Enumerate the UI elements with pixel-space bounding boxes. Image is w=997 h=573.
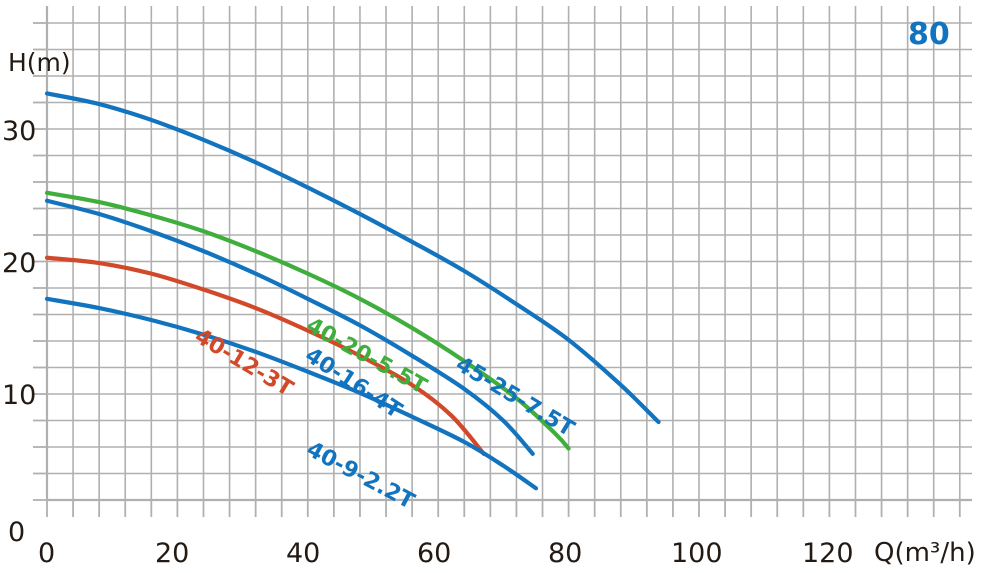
y-tick-label-30: 30 <box>2 116 37 147</box>
curve-40-9-2.2T <box>44 296 539 491</box>
x-tick-label-60: 60 <box>417 538 452 569</box>
x-tick-label-120: 120 <box>802 538 854 569</box>
corner-annotation: 80 <box>908 17 950 52</box>
curve-40-20-5.5T <box>44 190 571 451</box>
y-tick-label-0: 0 <box>8 517 26 548</box>
x-tick-label-40: 40 <box>286 538 321 569</box>
curve-40-16-4T <box>44 198 535 456</box>
x-tick-label-0: 0 <box>38 538 56 569</box>
tick-marks <box>33 22 961 517</box>
y-tick-label-10: 10 <box>2 380 37 411</box>
curve-40-12-3T <box>44 255 486 456</box>
axis-lines <box>45 6 972 502</box>
grid-lines <box>46 6 972 501</box>
x-tick-label-20: 20 <box>155 538 190 569</box>
x-axis-title: Q(m³/h) <box>874 538 976 568</box>
y-tick-label-20: 20 <box>2 248 37 279</box>
y-axis-title: H(m) <box>8 48 71 77</box>
x-tick-label-100: 100 <box>671 538 723 569</box>
x-tick-label-80: 80 <box>548 538 583 569</box>
curve-45-25-7.5T <box>44 91 661 425</box>
curve-paths <box>44 91 661 491</box>
